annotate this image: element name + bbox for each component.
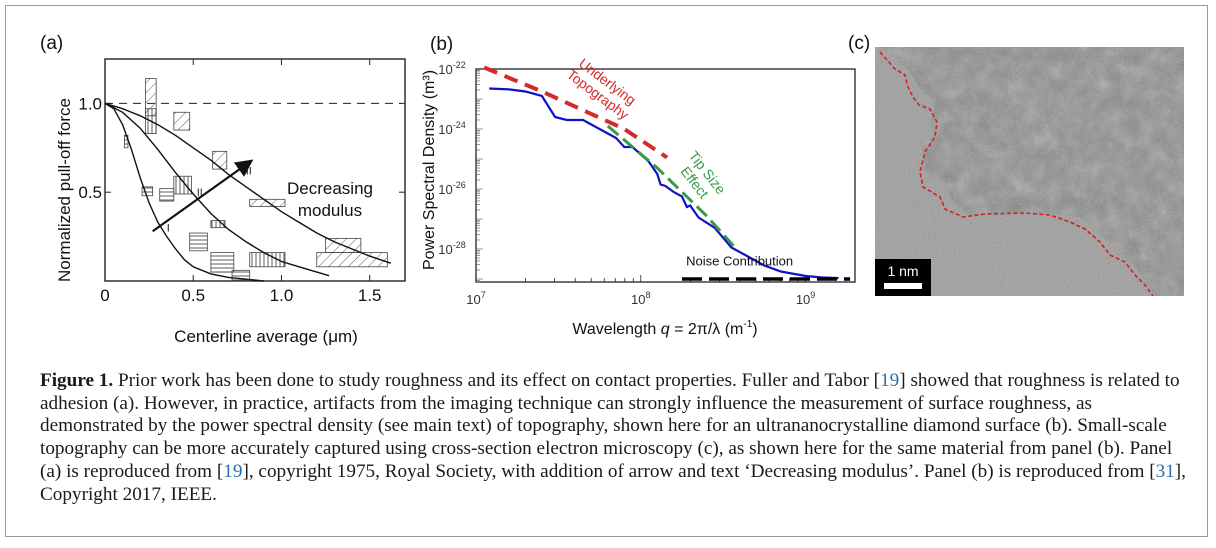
x-tick-label-a: 1.0 xyxy=(270,286,294,305)
scale-bar-box xyxy=(875,259,931,296)
label-tip-size-effect: Tip SizeEffect xyxy=(673,148,729,207)
annotation-decreasing: Decreasing xyxy=(287,179,373,198)
x-tick-label-b: 108 xyxy=(631,290,650,307)
caption-text: ] showed that roughness is related to ad… xyxy=(40,370,1180,482)
series-psd xyxy=(489,87,839,280)
panel-a-label: (a) xyxy=(40,33,64,54)
caption-text: ], copyright 1975, Royal Society, with a… xyxy=(242,460,1156,482)
series-underlying-topography xyxy=(483,65,669,160)
citation-link[interactable]: 19 xyxy=(880,370,900,391)
scale-bar-label: 1 nm xyxy=(887,263,918,279)
figure-caption: Figure 1. Prior work has been done to st… xyxy=(40,370,1190,506)
y-tick-label-b: 10-26 xyxy=(438,180,465,197)
label-underlying-topography: UnderlyingTopography xyxy=(564,53,642,123)
x-axis-label-b: Wavelength q = 2π/λ (m-1) xyxy=(572,319,757,338)
tem-micrograph: 1 nm xyxy=(875,47,1184,296)
y-axis-label-a: Normalized pull-off force xyxy=(55,98,74,282)
caption-title: Figure 1. xyxy=(40,370,114,391)
y-tick-label-b: 10-24 xyxy=(438,120,465,137)
data-box xyxy=(173,111,191,131)
x-tick-label-a: 1.5 xyxy=(358,286,382,305)
annotation-modulus: modulus xyxy=(298,201,362,220)
data-box xyxy=(231,269,251,282)
tem-image: 1 nm xyxy=(875,47,1184,296)
y-axis-label-b: Power Spectral Density (m³) xyxy=(421,70,438,270)
arrow-decreasing-modulus xyxy=(152,159,254,233)
x-axis-label-a: Centerline average (μm) xyxy=(174,327,358,346)
grain-boundary-line xyxy=(879,51,1154,296)
label-noise-contribution: Noise Contribution xyxy=(686,254,793,269)
y-tick-label-b: 10-28 xyxy=(438,240,465,257)
caption-body: Prior work has been done to study roughn… xyxy=(40,370,1186,505)
data-box xyxy=(249,198,286,207)
y-tick-label-b: 10-22 xyxy=(438,60,465,77)
y-tick-label-a: 1.0 xyxy=(78,94,102,113)
panel-b-label: (b) xyxy=(430,34,454,55)
plot-frame-b xyxy=(475,68,856,283)
data-box xyxy=(316,252,388,268)
x-tick-label-a: 0.5 xyxy=(181,286,205,305)
scale-bar xyxy=(884,283,922,289)
plot-frame-a xyxy=(104,58,406,282)
chart-b: 107 108 109 10-22 10-24 10-26 10-28 UnderlyingT… xyxy=(421,53,856,338)
data-box xyxy=(159,188,175,202)
x-tick-label-b: 109 xyxy=(796,290,815,307)
citation-link[interactable]: 19 xyxy=(223,460,243,482)
data-box xyxy=(210,252,235,273)
curve-I xyxy=(104,102,264,282)
caption-text: ], Copyright 2017, IEEE. xyxy=(40,460,1186,505)
curve-label-II: II xyxy=(197,187,203,199)
y-tick-label-a: 0.5 xyxy=(78,183,102,202)
panel-c-label: (c) xyxy=(848,33,871,54)
data-box xyxy=(141,186,154,197)
data-box xyxy=(173,175,192,195)
curve-III xyxy=(104,102,392,264)
caption-text: Prior work has been done to study roughn… xyxy=(113,370,881,391)
curve-label-I: I xyxy=(167,222,170,234)
x-tick-label-b: 107 xyxy=(466,290,485,307)
curve-II xyxy=(104,102,330,277)
citation-link[interactable]: 31 xyxy=(1155,460,1175,482)
x-tick-label-a: 0 xyxy=(100,286,109,305)
data-box xyxy=(249,252,286,268)
data-box xyxy=(189,232,208,252)
series-tip-size-effect xyxy=(606,124,738,251)
